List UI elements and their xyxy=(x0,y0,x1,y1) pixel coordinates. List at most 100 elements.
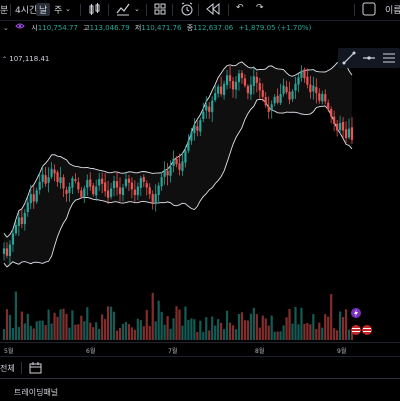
trading-panel-bar[interactable]: 트레이딩패널 xyxy=(0,378,400,401)
price-chart[interactable] xyxy=(0,40,400,342)
candle-type-icon[interactable] xyxy=(89,3,101,16)
candle-body[interactable] xyxy=(220,86,223,95)
candle-body[interactable] xyxy=(98,179,101,186)
candle-body[interactable] xyxy=(172,158,175,167)
candle-body[interactable] xyxy=(29,194,32,204)
candle-body[interactable] xyxy=(187,140,190,151)
candle-body[interactable] xyxy=(62,177,65,189)
candle-body[interactable] xyxy=(77,182,80,190)
candle-body[interactable] xyxy=(350,127,354,140)
candle-body[interactable] xyxy=(169,166,172,176)
candle-body[interactable] xyxy=(107,190,110,198)
candle-body[interactable] xyxy=(41,174,44,183)
candle-body[interactable] xyxy=(154,194,157,203)
candle-body[interactable] xyxy=(53,169,56,174)
redo-icon[interactable]: ↷ xyxy=(256,3,264,13)
candle-body[interactable] xyxy=(231,81,235,90)
candle-body[interactable] xyxy=(163,169,166,177)
candle-body[interactable] xyxy=(86,180,89,188)
candle-body[interactable] xyxy=(312,85,315,92)
candle-body[interactable] xyxy=(282,85,285,94)
candle-body[interactable] xyxy=(211,100,214,113)
candle-body[interactable] xyxy=(139,178,142,188)
candle-body[interactable] xyxy=(255,76,258,83)
candle-body[interactable] xyxy=(264,97,267,106)
candle-body[interactable] xyxy=(208,106,211,112)
candle-body[interactable] xyxy=(193,124,196,134)
candle-body[interactable] xyxy=(246,86,249,94)
candle-body[interactable] xyxy=(127,178,131,183)
candle-body[interactable] xyxy=(136,186,139,196)
candle-body[interactable] xyxy=(11,233,15,245)
candle-body[interactable] xyxy=(65,189,68,195)
interval-4h[interactable]: 4시간 xyxy=(15,6,38,16)
series-visibility-icon[interactable] xyxy=(15,22,25,32)
candle-body[interactable] xyxy=(291,91,294,100)
candle-body[interactable] xyxy=(124,179,128,187)
candle-body[interactable] xyxy=(115,181,119,188)
candle-body[interactable] xyxy=(300,70,303,78)
candle-body[interactable] xyxy=(118,187,122,195)
candle-body[interactable] xyxy=(321,94,324,102)
candle-body[interactable] xyxy=(223,83,226,96)
candle-body[interactable] xyxy=(240,72,244,79)
candle-body[interactable] xyxy=(160,177,163,187)
candle-body[interactable] xyxy=(228,75,232,81)
candle-body[interactable] xyxy=(130,182,133,190)
interval-day[interactable]: 날 xyxy=(36,3,51,16)
candle-body[interactable] xyxy=(80,190,83,197)
candle-body[interactable] xyxy=(38,181,41,190)
candle-body[interactable] xyxy=(181,161,184,171)
candle-body[interactable] xyxy=(324,94,327,102)
chevron-up-icon[interactable]: ⌃ xyxy=(2,56,8,63)
candle-body[interactable] xyxy=(217,86,220,94)
candle-body[interactable] xyxy=(214,93,217,101)
candle-body[interactable] xyxy=(166,170,169,176)
candle-body[interactable] xyxy=(327,102,330,110)
candle-body[interactable] xyxy=(270,104,273,111)
menu-lines-icon[interactable] xyxy=(382,51,396,65)
candle-body[interactable] xyxy=(339,123,342,131)
candle-body[interactable] xyxy=(273,96,276,104)
candle-body[interactable] xyxy=(92,185,95,195)
candle-body[interactable] xyxy=(142,177,145,182)
horizontal-line-tool-icon[interactable] xyxy=(362,51,376,65)
indicators-icon[interactable] xyxy=(116,2,130,16)
candle-body[interactable] xyxy=(47,177,50,183)
candle-body[interactable] xyxy=(184,151,187,163)
trendline-tool-icon[interactable] xyxy=(342,51,356,65)
candle-body[interactable] xyxy=(112,180,116,189)
candle-body[interactable] xyxy=(133,189,136,195)
candle-body[interactable] xyxy=(56,172,59,182)
candle-body[interactable] xyxy=(309,84,312,93)
candle-body[interactable] xyxy=(347,128,351,138)
alert-clock-icon[interactable] xyxy=(180,2,194,16)
undo-icon[interactable]: ↶ xyxy=(236,3,244,13)
candle-body[interactable] xyxy=(74,179,77,181)
candle-body[interactable] xyxy=(341,121,345,131)
candle-body[interactable] xyxy=(267,106,270,112)
candle-body[interactable] xyxy=(17,217,20,226)
candle-body[interactable] xyxy=(225,75,229,85)
candle-body[interactable] xyxy=(68,186,71,194)
time-axis[interactable]: 5월 6월 7월 8월 9월 xyxy=(0,342,400,355)
candle-body[interactable] xyxy=(71,178,74,188)
candle-body[interactable] xyxy=(44,175,47,184)
candle-body[interactable] xyxy=(5,248,9,256)
candle-body[interactable] xyxy=(318,93,321,101)
candle-body[interactable] xyxy=(20,217,23,224)
candle-body[interactable] xyxy=(157,185,160,195)
candle-body[interactable] xyxy=(336,123,339,131)
chevron-down-icon[interactable]: ⌄ xyxy=(3,24,9,32)
candle-body[interactable] xyxy=(83,188,86,198)
range-all-button[interactable]: 전체 xyxy=(0,364,15,373)
candle-body[interactable] xyxy=(306,76,309,85)
window-frame-icon[interactable] xyxy=(362,2,376,16)
candle-body[interactable] xyxy=(205,105,208,111)
candle-body[interactable] xyxy=(258,83,261,91)
candle-body[interactable] xyxy=(252,76,255,86)
candle-body[interactable] xyxy=(202,111,205,119)
candle-body[interactable] xyxy=(14,224,17,234)
us-flag-event-icon[interactable] xyxy=(351,325,361,335)
candle-body[interactable] xyxy=(109,188,113,197)
